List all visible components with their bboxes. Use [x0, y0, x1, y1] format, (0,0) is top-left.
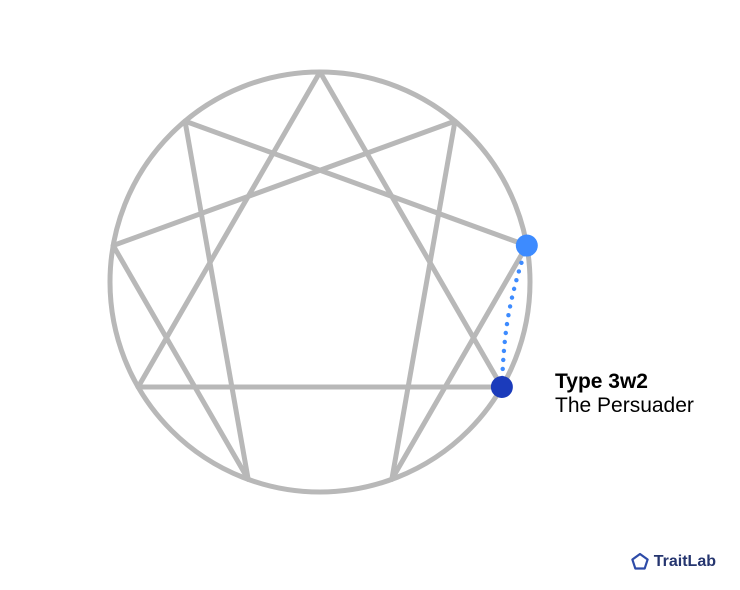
enneagram-svg [0, 0, 740, 590]
brand-logo: TraitLab [630, 552, 716, 572]
enneagram-diagram-container: { "diagram": { "type": "network", "cente… [0, 0, 740, 590]
pentagon-icon [630, 552, 650, 572]
type-title: Type 3w2 [555, 370, 694, 394]
type-label-group: Type 3w2 The Persuader [555, 370, 694, 418]
brand-name: TraitLab [654, 553, 716, 571]
type-subtitle: The Persuader [555, 394, 694, 418]
